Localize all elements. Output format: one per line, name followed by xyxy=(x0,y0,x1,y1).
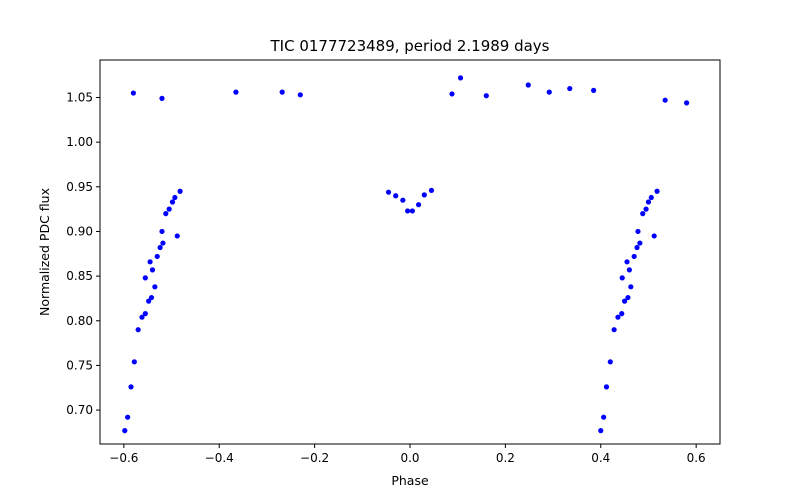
data-point xyxy=(131,359,137,365)
data-points xyxy=(122,75,690,434)
data-point xyxy=(662,97,668,103)
data-point xyxy=(628,284,634,290)
y-tick-label: 1.05 xyxy=(66,91,93,105)
data-point xyxy=(139,314,145,320)
data-point xyxy=(174,233,180,239)
data-point xyxy=(405,208,411,214)
data-point xyxy=(166,206,172,212)
data-point xyxy=(385,189,392,195)
data-point xyxy=(233,89,239,95)
data-point xyxy=(603,384,610,390)
y-tick-label: 0.75 xyxy=(66,358,93,372)
data-point xyxy=(651,233,657,239)
data-point xyxy=(449,91,455,97)
data-point xyxy=(160,240,166,246)
data-point xyxy=(648,194,654,201)
plot-frame xyxy=(99,59,721,445)
data-point xyxy=(159,95,165,101)
y-tick-label: 0.85 xyxy=(66,269,93,283)
data-point xyxy=(622,298,628,304)
y-tick-label: 0.95 xyxy=(66,180,93,194)
data-point xyxy=(169,199,176,205)
data-point xyxy=(525,82,531,88)
data-point xyxy=(142,311,148,317)
chart-title: TIC 0177723489, period 2.1989 days xyxy=(269,37,549,55)
data-point xyxy=(149,267,156,273)
data-point xyxy=(645,199,652,205)
data-point xyxy=(157,244,163,251)
data-point xyxy=(619,311,625,317)
data-point xyxy=(567,85,573,92)
data-point xyxy=(279,89,285,95)
data-point xyxy=(415,202,422,208)
data-point xyxy=(148,294,155,301)
data-point xyxy=(546,89,552,95)
data-point xyxy=(135,327,141,333)
data-point xyxy=(147,259,153,265)
data-point xyxy=(601,414,607,420)
data-point xyxy=(634,244,640,251)
data-point xyxy=(130,90,136,96)
data-point xyxy=(643,206,649,212)
data-point xyxy=(172,194,178,201)
data-point xyxy=(598,428,604,434)
y-tick-label: 1.00 xyxy=(66,135,93,149)
data-point xyxy=(393,193,399,199)
data-point xyxy=(125,414,131,420)
data-point xyxy=(409,208,415,214)
data-point xyxy=(146,298,152,304)
x-axis-label: Phase xyxy=(391,473,429,488)
y-axis-label: Normalized PDC flux xyxy=(37,188,52,316)
data-point xyxy=(625,294,631,301)
data-point xyxy=(607,359,613,365)
y-tick-label: 0.70 xyxy=(66,403,93,417)
data-point xyxy=(635,228,641,235)
data-point xyxy=(619,275,625,281)
x-tick-label: −0.2 xyxy=(300,451,329,465)
data-point xyxy=(428,187,435,193)
data-point xyxy=(152,284,158,290)
data-point xyxy=(624,259,630,265)
data-point xyxy=(654,188,660,194)
data-point xyxy=(122,428,128,434)
x-tick-label: −0.6 xyxy=(109,451,138,465)
data-point xyxy=(400,197,406,203)
x-tick-label: −0.4 xyxy=(205,451,234,465)
data-point xyxy=(128,384,134,390)
x-tick-label: 0.0 xyxy=(400,451,419,465)
data-point xyxy=(421,192,427,198)
x-axis: −0.6 −0.4 −0.2 0.0 0.2 0.4 0.6 xyxy=(109,444,706,465)
data-point xyxy=(640,211,646,217)
y-tick-label: 0.90 xyxy=(66,224,93,238)
data-point xyxy=(684,100,690,106)
data-point xyxy=(154,253,160,260)
y-tick-label: 0.80 xyxy=(66,314,93,328)
data-point xyxy=(177,188,183,194)
data-point xyxy=(142,275,148,281)
data-point xyxy=(591,87,597,93)
y-axis: 0.70 0.75 0.80 0.85 0.90 0.95 1.00 1.05 xyxy=(66,91,100,417)
x-tick-label: 0.6 xyxy=(687,451,706,465)
data-point xyxy=(483,93,489,99)
x-tick-label: 0.2 xyxy=(496,451,515,465)
data-point xyxy=(611,327,617,333)
data-point xyxy=(159,228,165,235)
data-point xyxy=(615,314,621,320)
data-point xyxy=(457,75,464,81)
data-point xyxy=(637,240,643,246)
data-point xyxy=(631,253,637,260)
data-point xyxy=(626,267,632,273)
x-tick-label: 0.4 xyxy=(591,451,610,465)
data-point xyxy=(297,92,303,98)
data-point xyxy=(163,211,169,217)
